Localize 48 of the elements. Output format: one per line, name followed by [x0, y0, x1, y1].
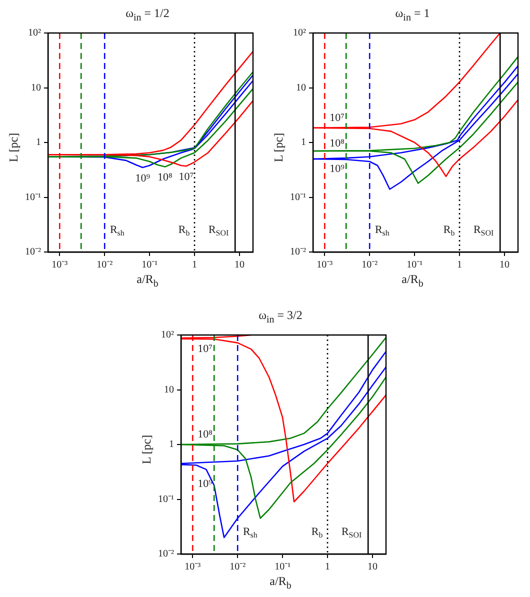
- y-tick-label: 10⁻²: [158, 548, 174, 560]
- x-tick-label: 10⁻²: [362, 260, 378, 271]
- y-tick-label: 10²: [161, 330, 174, 341]
- y-axis-title: L [pc]: [272, 132, 286, 162]
- x-tick-label: 1: [457, 260, 462, 271]
- chart-title: ω$_{in}$ = 3/2: [258, 308, 304, 326]
- x-tick-label: 10⁻¹: [142, 260, 158, 271]
- y-tick-label: 10: [164, 384, 174, 396]
- y-tick-label: 1: [301, 137, 306, 148]
- x-axis-title: a/R$_{b}$: [400, 272, 424, 290]
- y-tick-label: 10²: [293, 28, 306, 39]
- x-tick-label: 10⁻³: [52, 260, 68, 271]
- x-tick-label: 10: [499, 260, 510, 271]
- annotation: 10⁸: [198, 428, 213, 441]
- y-tick-label: 10²: [28, 28, 41, 39]
- y-tick-label: 10⁻¹: [158, 494, 174, 505]
- y-tick-label: 10⁻²: [25, 246, 41, 258]
- chart-title: ω$_{in}$ = 1: [394, 6, 431, 24]
- y-tick-label: 10⁻²: [290, 246, 306, 258]
- annotation: 10⁸: [330, 138, 345, 150]
- annotation: 10⁹: [135, 172, 150, 184]
- x-axis-title: a/R$_{b}$: [268, 574, 292, 592]
- annotation: 10⁹: [330, 162, 345, 175]
- x-tick-label: 10⁻³: [184, 562, 201, 573]
- x-tick-label: 10⁻²: [230, 562, 246, 573]
- chart-title: ω$_{in}$ = 1/2: [124, 6, 170, 24]
- x-tick-label: 10⁻²: [96, 260, 113, 271]
- x-tick-label: 10⁻¹: [274, 562, 291, 573]
- x-tick-label: 10⁻¹: [406, 260, 423, 271]
- y-tick-label: 10⁻¹: [25, 192, 41, 203]
- x-tick-label: 1: [325, 562, 330, 573]
- x-tick-label: 10⁻³: [316, 260, 333, 271]
- annotation: 10⁷: [178, 171, 194, 184]
- y-axis-title: L [pc]: [140, 434, 154, 464]
- y-tick-label: 10⁻¹: [290, 192, 306, 203]
- y-tick-label: 10: [296, 82, 306, 94]
- y-tick-label: 1: [36, 137, 41, 148]
- x-tick-label: 1: [192, 260, 198, 271]
- x-tick-label: 10: [234, 260, 244, 271]
- y-axis-title: L [pc]: [6, 132, 22, 162]
- annotation: 10⁷: [198, 343, 213, 356]
- y-tick-label: 1: [169, 439, 174, 450]
- annotation: 10⁸: [158, 172, 173, 184]
- annotation: 10⁹: [198, 478, 213, 490]
- annotation: 10⁷: [330, 112, 345, 124]
- x-axis-title: a/R$_{b}$: [136, 272, 160, 290]
- y-tick-label: 10: [31, 82, 41, 94]
- x-tick-label: 10: [367, 562, 378, 573]
